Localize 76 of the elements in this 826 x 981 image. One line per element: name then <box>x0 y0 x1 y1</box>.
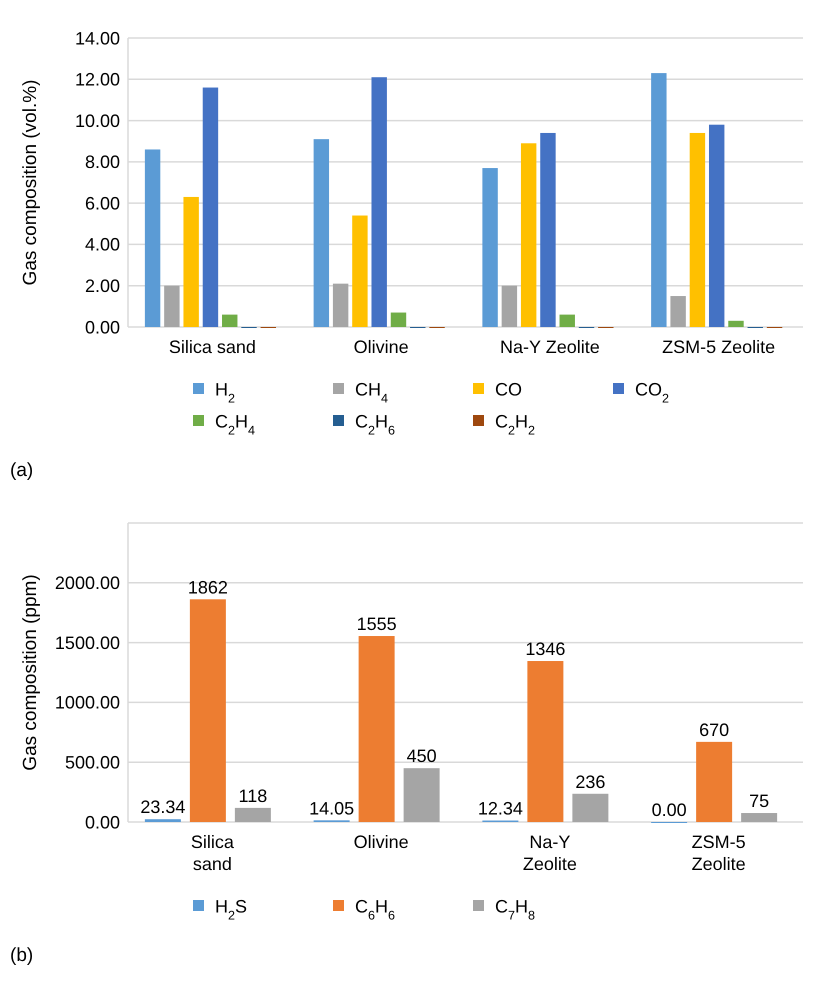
y-tick-label: 2.00 <box>84 276 120 296</box>
data-label: 23.34 <box>140 797 186 818</box>
x-tick-label: Silica sand <box>190 832 235 874</box>
bar <box>144 819 181 822</box>
bar <box>670 296 686 327</box>
x-tick-label: Na-Y Zeolite <box>522 832 577 874</box>
legend-label: C$_{7}$H$_{8}$ <box>495 896 536 922</box>
legend-label: C$_{2}$H$_{6}$ <box>355 411 396 438</box>
y-tick-label: 12.00 <box>74 70 120 90</box>
bar <box>222 314 238 327</box>
y-tick-label: 10.00 <box>74 110 120 131</box>
legend-label: H$_{2}$ <box>215 379 236 406</box>
bar <box>202 88 218 327</box>
bar <box>234 808 271 822</box>
data-label: 1555 <box>356 614 397 634</box>
bar <box>540 132 556 327</box>
bar <box>527 661 564 822</box>
bar <box>696 742 732 822</box>
bar <box>183 196 199 327</box>
x-tick-label: Olivine <box>354 832 409 852</box>
x-tick-label: Olivine <box>354 337 409 357</box>
data-label: 14.05 <box>309 798 354 818</box>
y-tick-label: 6.00 <box>84 193 120 214</box>
bar <box>728 320 744 327</box>
bar <box>404 768 440 822</box>
bar <box>164 286 180 327</box>
y-axis-title: Gas composition (vol.%) <box>20 80 41 286</box>
bar <box>352 216 368 327</box>
y-tick-label: 500.00 <box>64 752 120 772</box>
bar <box>358 636 395 822</box>
bar <box>390 312 406 327</box>
y-tick-label: 0.00 <box>84 812 120 832</box>
data-label: 0.00 <box>652 800 687 820</box>
legend-label: CO <box>495 379 522 400</box>
bar <box>314 139 330 327</box>
bar <box>144 149 160 327</box>
bar <box>482 168 498 327</box>
y-tick-label: 1000.00 <box>54 692 120 713</box>
legend-label: C$_{2}$H$_{4}$ <box>215 411 256 438</box>
data-label: 12.34 <box>478 798 523 819</box>
bar <box>560 314 575 327</box>
bar <box>502 286 518 327</box>
text: (a) <box>10 460 34 481</box>
text: (b) <box>10 945 34 966</box>
data-label: 1346 <box>525 639 566 660</box>
x-tick-label: Silica sand <box>168 337 256 357</box>
bar <box>651 73 667 327</box>
data-label: 450 <box>406 746 437 766</box>
x-tick-label: Na-Y Zeolite <box>500 337 600 357</box>
y-tick-label: 0.00 <box>84 317 120 338</box>
y-axis-title: Gas composition (ppm) <box>20 574 41 771</box>
bar <box>708 124 724 327</box>
bar <box>190 599 226 822</box>
x-tick-label: ZSM-5 Zeolite <box>692 832 746 874</box>
data-label: 118 <box>238 786 268 806</box>
bar <box>332 284 348 327</box>
legend-label: CH$_{4}$ <box>355 379 388 406</box>
bar <box>572 794 608 822</box>
legend-label: H$_{2}$S <box>215 896 248 922</box>
bar <box>690 132 706 327</box>
y-tick-label: 2000.00 <box>54 573 120 594</box>
y-tick-label: 8.00 <box>84 152 120 172</box>
data-label: 670 <box>699 720 730 740</box>
y-tick-label: 4.00 <box>84 234 120 255</box>
bar <box>741 813 778 822</box>
bar <box>520 143 536 327</box>
legend-label: CO$_{2}$ <box>635 379 670 406</box>
data-label: 75 <box>749 791 770 812</box>
data-label: 236 <box>575 772 606 792</box>
data-label: 1862 <box>188 577 228 598</box>
y-tick-label: 14.00 <box>74 28 120 48</box>
legend-label: C$_{2}$H$_{2}$ <box>495 411 536 438</box>
x-tick-label: ZSM-5 Zeolite <box>662 337 776 357</box>
y-tick-label: 1500.00 <box>54 632 120 653</box>
legend-label: C$_{6}$H$_{6}$ <box>355 896 396 922</box>
bar <box>371 77 387 327</box>
